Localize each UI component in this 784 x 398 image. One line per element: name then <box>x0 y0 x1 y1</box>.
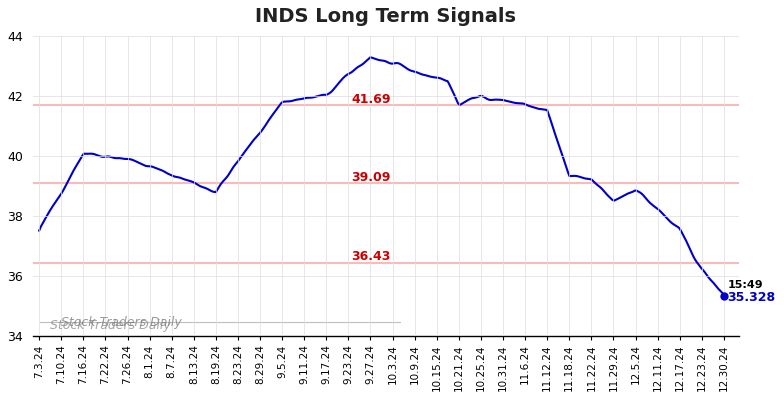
Text: 35.328: 35.328 <box>728 291 775 304</box>
Text: Stock Traders Daily: Stock Traders Daily <box>61 316 182 328</box>
Point <box>717 293 730 299</box>
Text: 41.69: 41.69 <box>351 93 391 105</box>
Text: Stock Traders Daily: Stock Traders Daily <box>50 318 171 332</box>
Title: INDS Long Term Signals: INDS Long Term Signals <box>256 7 517 26</box>
Text: 36.43: 36.43 <box>351 250 391 263</box>
Text: 39.09: 39.09 <box>351 171 391 183</box>
Text: 15:49: 15:49 <box>728 280 763 290</box>
